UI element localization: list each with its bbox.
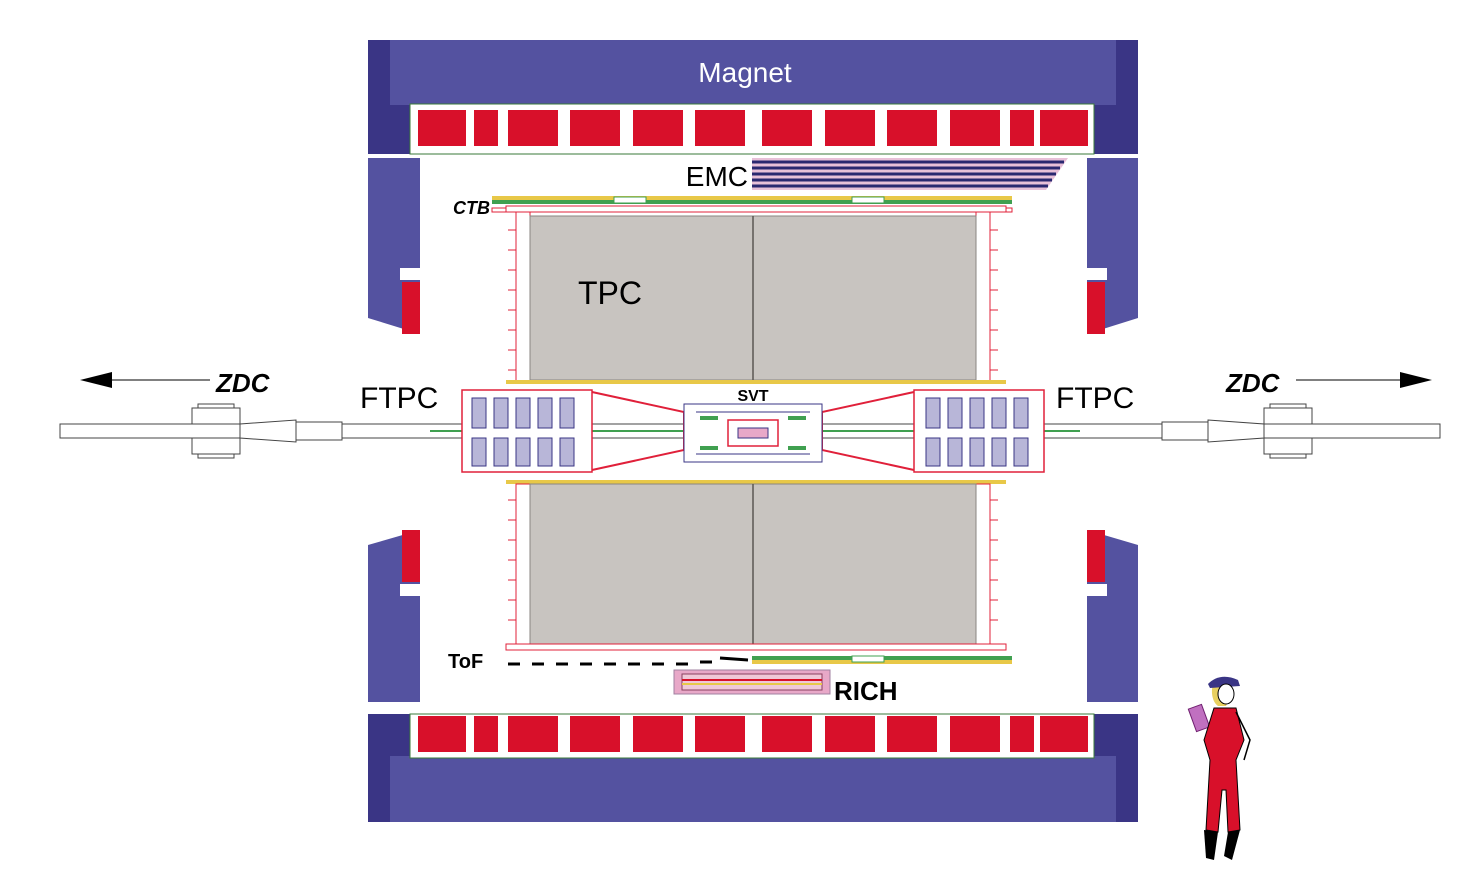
zdc-left-label: ZDC xyxy=(215,368,271,398)
tpc-bottom xyxy=(505,480,1007,651)
coil-row-top xyxy=(418,110,1088,146)
ftpc-right-label: FTPC xyxy=(1056,382,1134,415)
rich-label: RICH xyxy=(834,676,898,706)
ctb-bottom xyxy=(752,655,1012,664)
pole-tip-right-bottom xyxy=(1087,530,1138,702)
rich-detector xyxy=(673,669,831,695)
zdc-left-detector xyxy=(191,403,241,459)
person-icon xyxy=(1187,676,1251,860)
magnet-label: Magnet xyxy=(698,57,792,88)
pole-tip-left-top xyxy=(368,158,420,334)
ftpc-left-label: FTPC xyxy=(360,382,438,415)
zdc-right-detector xyxy=(1263,403,1313,459)
ctb-label: CTB xyxy=(453,198,490,218)
svt-label: SVT xyxy=(737,388,768,405)
coil-row-bottom xyxy=(418,716,1088,752)
arrow-right-icon xyxy=(1296,372,1432,388)
arrow-left-icon xyxy=(80,372,210,388)
emc-stack xyxy=(752,158,1068,190)
tpc-endcap-ticks xyxy=(508,229,998,621)
tof-detector xyxy=(508,656,749,666)
tpc-label: TPC xyxy=(578,275,642,311)
tof-label: ToF xyxy=(448,651,483,673)
pole-tip-left-bottom xyxy=(368,530,420,702)
ftpc-left xyxy=(461,389,685,473)
tpc-top xyxy=(505,205,1007,384)
zdc-right-label: ZDC xyxy=(1225,368,1281,398)
pole-tip-right-top xyxy=(1087,158,1138,334)
ftpc-right xyxy=(821,389,1045,473)
emc-label: EMC xyxy=(686,161,748,192)
svt-detector xyxy=(683,403,823,463)
